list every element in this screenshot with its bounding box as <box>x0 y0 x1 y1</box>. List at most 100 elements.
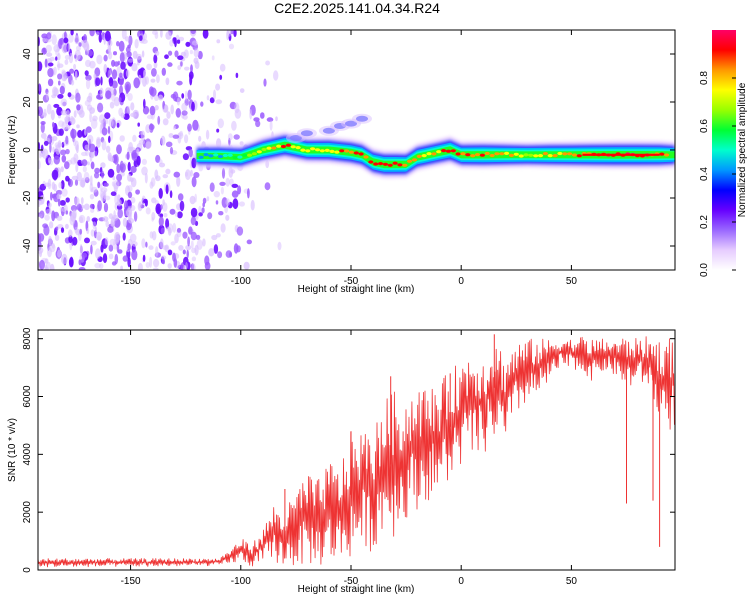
noise-blob <box>76 104 81 111</box>
ridge-point <box>479 153 485 157</box>
noise-blob <box>90 240 97 246</box>
noise-blob <box>48 202 52 208</box>
noise-blob <box>61 69 66 75</box>
noise-blob <box>231 190 239 198</box>
noise-blob <box>146 114 154 120</box>
noise-blob <box>90 161 95 170</box>
noise-blob <box>148 245 154 250</box>
noise-blob <box>228 137 231 146</box>
spectrogram-noise <box>38 30 282 270</box>
noise-blob <box>74 54 77 59</box>
colorbar-ticks: 0.0 0.2 0.4 0.6 0.8 <box>699 71 736 277</box>
noise-blob <box>191 176 197 188</box>
noise-blob <box>97 200 102 212</box>
ridge-point <box>339 149 345 153</box>
ridge-point <box>445 149 451 153</box>
noise-blob <box>164 54 169 59</box>
x-tick-label: -100 <box>231 276 251 287</box>
noise-blob <box>99 191 105 199</box>
noise-blob <box>190 64 193 73</box>
noise-blob <box>133 77 140 89</box>
x-tick-label: -150 <box>121 576 141 587</box>
noise-blob <box>250 199 255 211</box>
noise-blob <box>75 92 81 103</box>
noise-blob <box>55 144 61 156</box>
noise-blob <box>165 168 171 175</box>
ridge-point <box>489 153 495 158</box>
noise-blob <box>103 182 109 187</box>
noise-blob <box>263 78 267 87</box>
ridge-point <box>295 146 301 150</box>
noise-blob <box>277 241 282 251</box>
noise-blob <box>53 155 60 165</box>
noise-blob <box>187 89 192 101</box>
ridge-point <box>276 144 282 148</box>
noise-blob <box>100 162 106 169</box>
noise-blob <box>38 160 41 170</box>
ridge-point <box>407 159 413 163</box>
noise-blob <box>167 263 172 269</box>
noise-blob <box>94 262 101 269</box>
noise-blob <box>105 90 112 99</box>
noise-blob <box>150 78 156 83</box>
noise-blob <box>52 121 55 128</box>
noise-blob <box>46 32 52 40</box>
noise-blob <box>68 178 73 188</box>
noise-blob <box>165 141 173 148</box>
noise-blob <box>231 120 237 131</box>
noise-blob <box>45 88 49 95</box>
noise-blob <box>117 60 121 66</box>
noise-blob <box>160 227 165 235</box>
noise-blob <box>69 256 74 267</box>
noise-blob <box>169 208 176 215</box>
noise-blob <box>119 78 124 86</box>
noise-blob <box>138 35 143 41</box>
noise-blob <box>95 248 101 259</box>
noise-blob <box>75 45 81 52</box>
noise-blob <box>127 161 131 172</box>
noise-blob <box>68 235 73 244</box>
noise-blob <box>43 140 49 146</box>
noise-blob <box>89 194 95 200</box>
noise-blob <box>55 56 58 61</box>
x-tick-label: 0 <box>458 276 464 287</box>
noise-blob <box>192 40 198 46</box>
spectrogram-ridge <box>196 113 675 179</box>
noise-blob <box>249 109 253 120</box>
y-tick-label: 8000 <box>22 327 33 350</box>
noise-blob <box>129 233 137 243</box>
noise-blob <box>131 62 138 72</box>
noise-blob <box>68 229 73 238</box>
noise-blob <box>180 61 183 67</box>
y-tick-label: 6000 <box>22 385 33 408</box>
noise-blob <box>137 262 143 270</box>
noise-blob <box>103 63 108 74</box>
noise-blob <box>175 108 181 118</box>
noise-blob <box>243 261 250 270</box>
noise-blob <box>104 237 109 246</box>
noise-blob <box>105 220 109 228</box>
noise-blob <box>54 234 60 241</box>
noise-blob <box>61 253 68 265</box>
noise-blob <box>184 66 190 71</box>
noise-blob <box>156 74 160 84</box>
noise-blob <box>49 142 52 153</box>
noise-blob <box>177 193 184 201</box>
noise-blob <box>119 72 123 78</box>
noise-blob <box>84 237 90 244</box>
noise-blob <box>167 249 173 256</box>
ridge-point <box>567 152 573 156</box>
noise-blob <box>145 141 152 149</box>
spectrogram-y-label: Frequency (Hz) <box>7 116 18 185</box>
noise-blob <box>80 197 84 205</box>
noise-blob <box>145 262 150 268</box>
streak-halo <box>296 128 317 139</box>
noise-blob <box>48 221 54 229</box>
ridge-point <box>562 152 568 156</box>
noise-blob <box>76 171 83 182</box>
noise-blob <box>39 250 42 258</box>
noise-blob <box>68 33 74 43</box>
noise-blob <box>177 211 183 219</box>
spectrogram-x-label: Height of straight line (km) <box>298 284 415 295</box>
noise-blob <box>176 176 181 187</box>
